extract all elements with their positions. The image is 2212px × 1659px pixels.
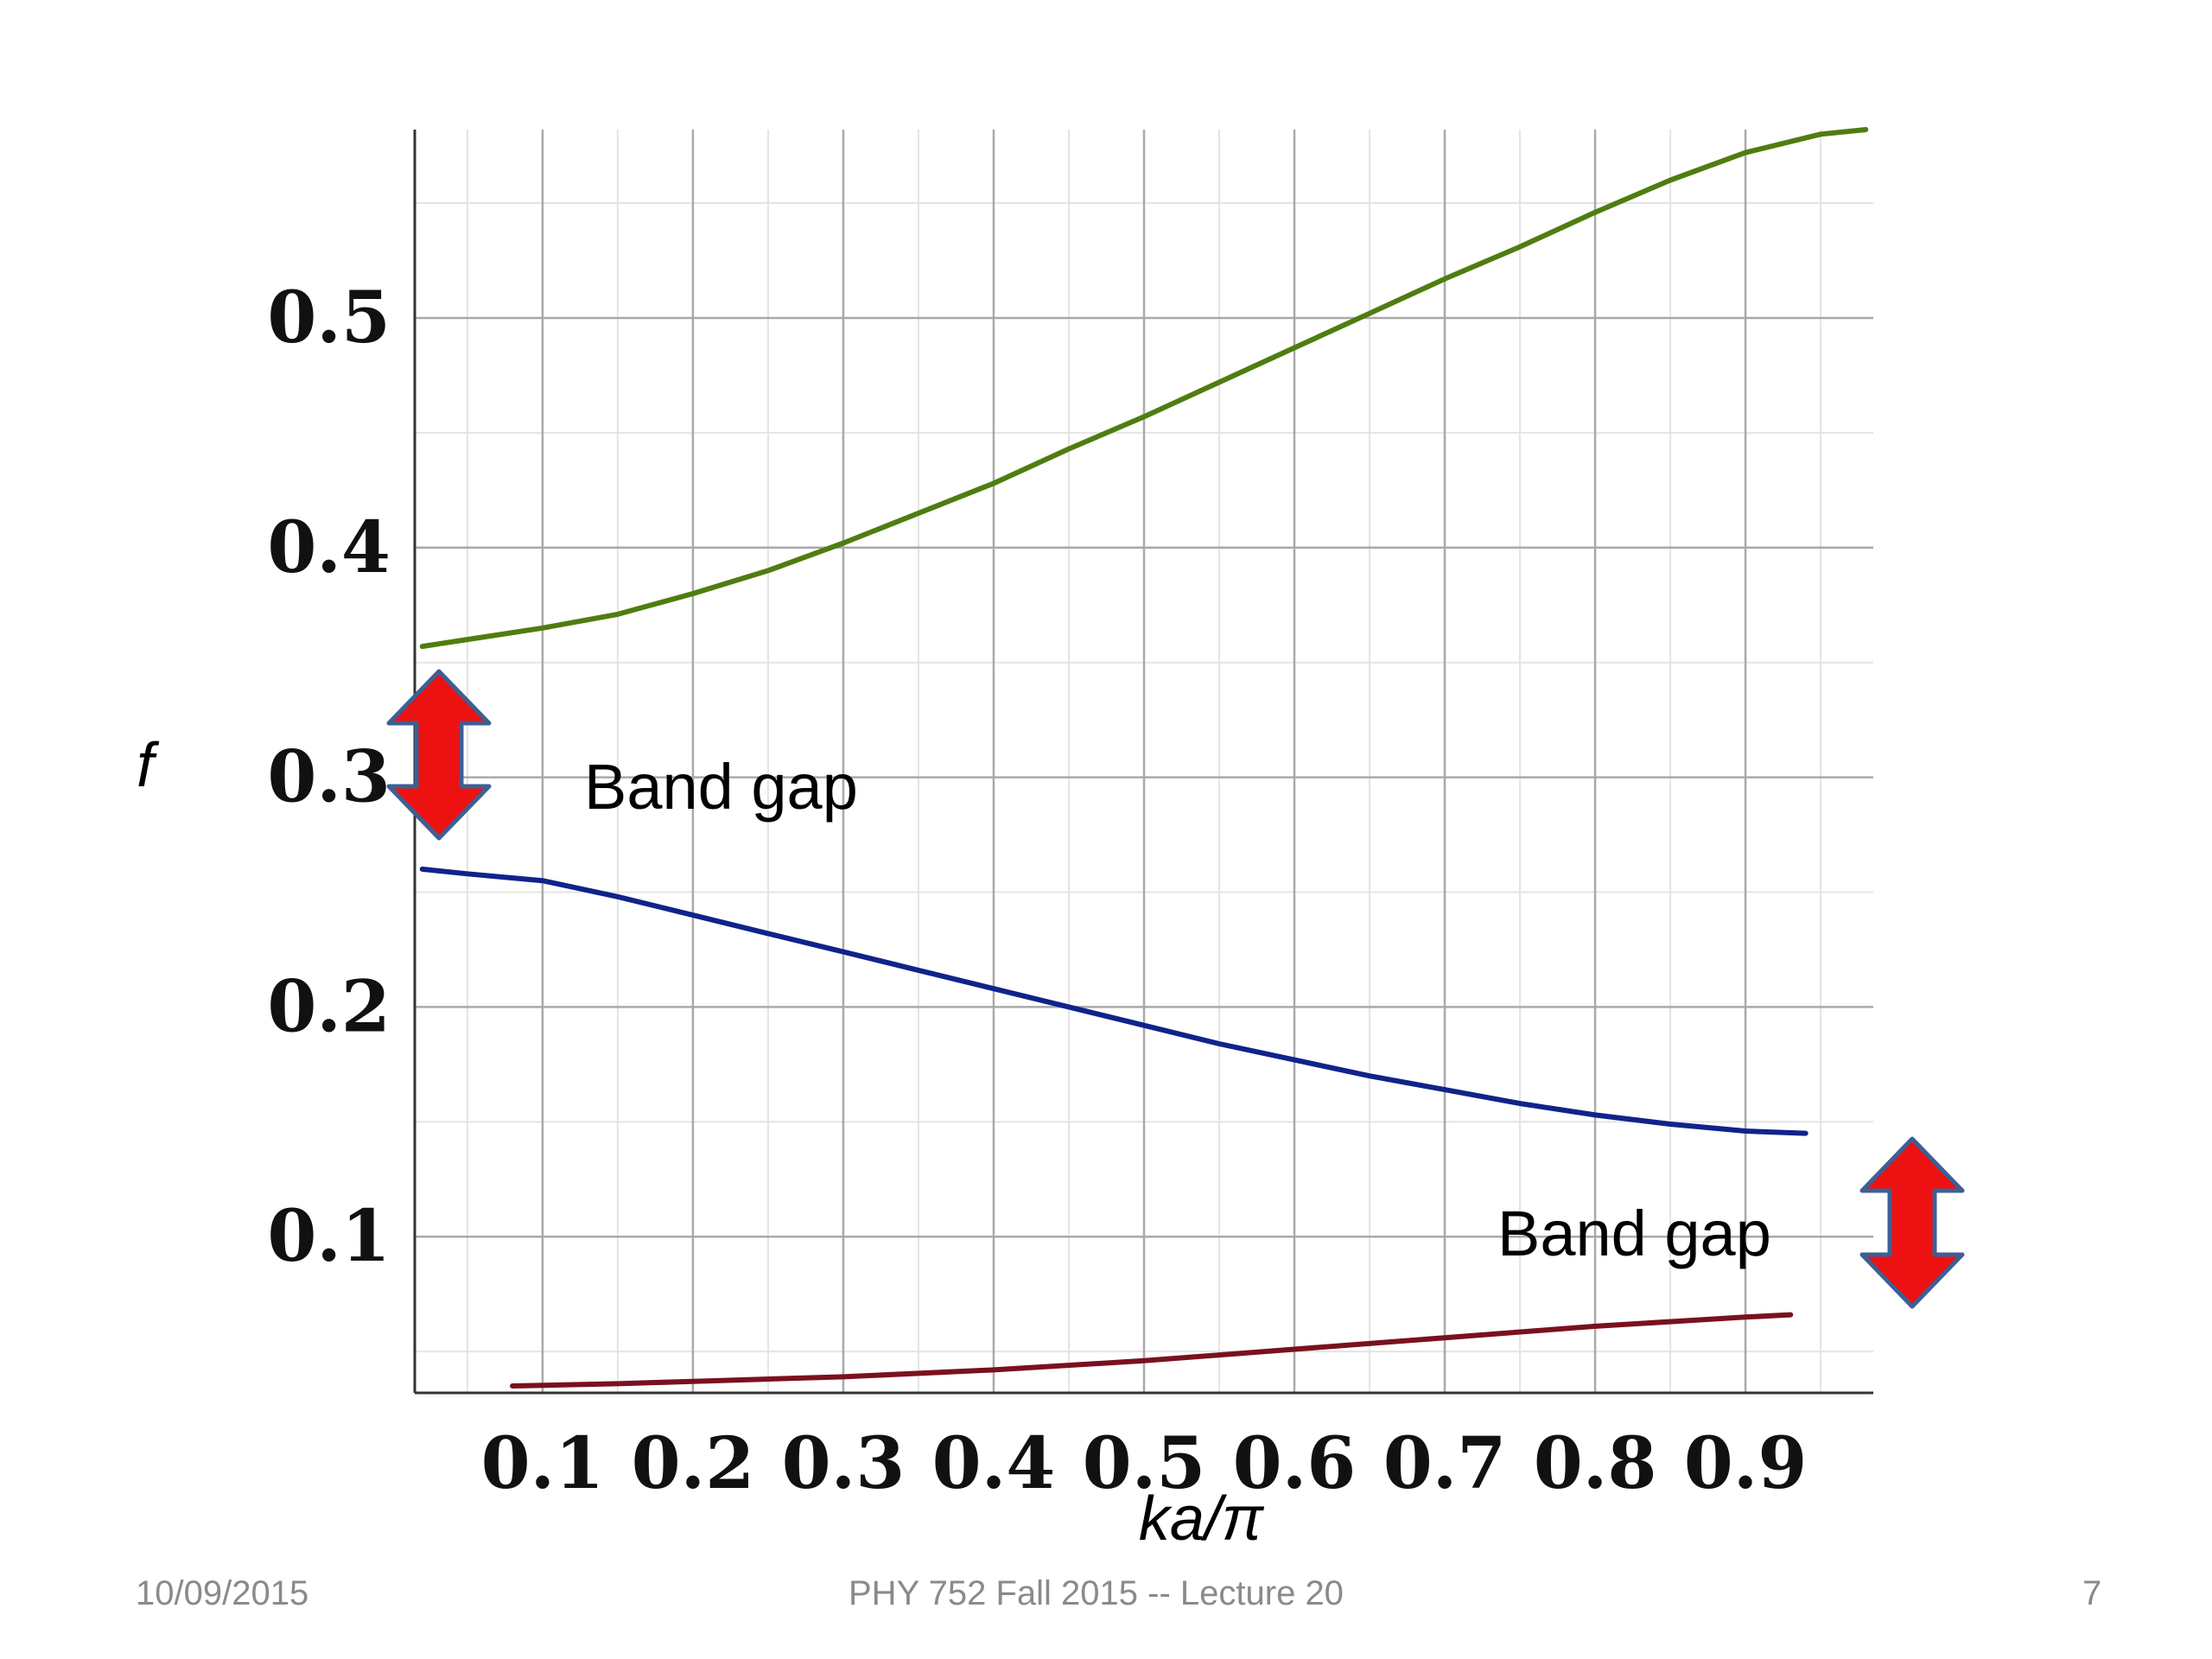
band-gap-label-right: Band gap xyxy=(1497,1198,1771,1269)
y-tick-label: 0.1 xyxy=(267,1195,391,1278)
x-tick-label: 0.2 xyxy=(632,1422,755,1505)
series-layer xyxy=(419,127,1869,1389)
footer-date: 10/09/2015 xyxy=(136,1574,309,1612)
y-tick-label: 0.2 xyxy=(267,965,391,1048)
y-tick-label: 0.3 xyxy=(267,736,391,819)
major-grid xyxy=(415,130,1873,1393)
y-axis-title: f xyxy=(137,731,160,800)
x-tick-label: 0.6 xyxy=(1233,1422,1357,1505)
x-tick-label: 0.4 xyxy=(932,1422,1056,1505)
x-tick-label: 0.7 xyxy=(1383,1422,1507,1505)
x-axis-title: ka/π xyxy=(1139,1484,1265,1554)
x-tick-label: 0.8 xyxy=(1534,1422,1657,1505)
band-2-line xyxy=(419,866,1808,1136)
footer-page: 7 xyxy=(2082,1574,2102,1612)
band-gap-arrow-left xyxy=(386,669,492,841)
x-tick-label: 0.5 xyxy=(1083,1422,1206,1505)
x-tick-labels: 0.1 0.2 0.3 0.4 0.5 0.6 0.7 0.8 0.9 xyxy=(481,1422,1808,1505)
y-tick-labels: 0.1 0.2 0.3 0.4 0.5 xyxy=(267,276,391,1278)
footer-course: PHY 752 Fall 2015 -- Lecture 20 xyxy=(849,1574,1344,1612)
y-tick-label: 0.4 xyxy=(267,506,391,589)
band-gap-arrows xyxy=(386,669,1965,1309)
x-tick-label: 0.3 xyxy=(782,1422,906,1505)
x-tick-label: 0.1 xyxy=(481,1422,605,1505)
band-gap-label-left: Band gap xyxy=(584,751,858,823)
band-gap-arrow-right xyxy=(1859,1136,1965,1309)
band-1-line xyxy=(419,127,1869,650)
y-tick-label: 0.5 xyxy=(267,276,391,359)
x-tick-label: 0.9 xyxy=(1684,1422,1808,1505)
band-3-line xyxy=(510,1312,1794,1389)
